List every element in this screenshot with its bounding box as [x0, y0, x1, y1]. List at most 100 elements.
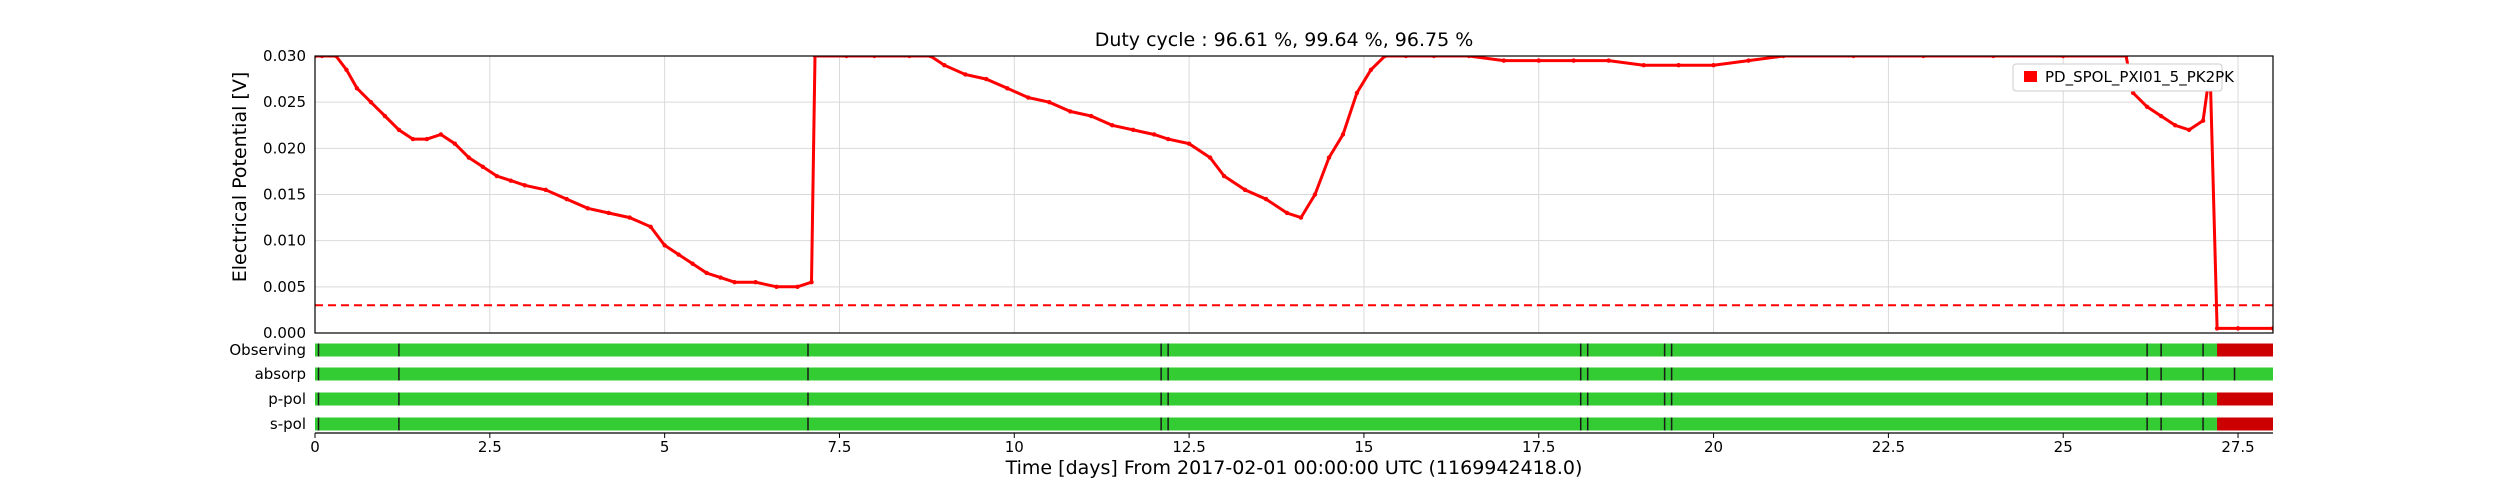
- data-point: [2144, 104, 2150, 109]
- state-off-segment: [2217, 343, 2273, 357]
- data-point: [452, 141, 458, 146]
- x-tick-label: 2.5: [478, 438, 502, 456]
- data-point: [704, 270, 709, 276]
- y-tick-label: 0.015: [263, 186, 306, 204]
- data-point: [1207, 155, 1213, 160]
- data-point: [344, 67, 349, 73]
- state-row-label: p-pol: [268, 390, 306, 408]
- data-point: [690, 261, 695, 266]
- y-axis-label: Electrical Potential [V]: [229, 72, 251, 282]
- data-point: [648, 224, 653, 230]
- data-point: [480, 164, 486, 169]
- data-point: [1284, 210, 1290, 216]
- data-point: [2158, 113, 2164, 119]
- data-point: [1368, 67, 1374, 73]
- state-on-bar: [315, 343, 2273, 357]
- data-point: [494, 173, 500, 179]
- data-point: [564, 196, 569, 202]
- data-point: [753, 280, 758, 285]
- y-tick-label: 0.010: [263, 232, 306, 250]
- data-point: [606, 210, 611, 216]
- data-point: [508, 178, 513, 183]
- data-point: [1130, 127, 1136, 133]
- data-point: [1263, 196, 1269, 202]
- data-point: [1068, 109, 1073, 114]
- data-point: [809, 280, 814, 285]
- y-tick-label: 0.025: [263, 93, 306, 111]
- data-point: [1676, 63, 1681, 68]
- y-tick-label: 0.000: [263, 324, 306, 342]
- data-point: [1354, 90, 1360, 96]
- data-point: [543, 187, 548, 193]
- data-point: [1047, 99, 1052, 105]
- state-off-segment: [2217, 392, 2273, 406]
- state-off-segment: [2217, 417, 2273, 431]
- data-point: [1746, 58, 1751, 63]
- data-point: [585, 206, 590, 211]
- state-row-label: s-pol: [270, 415, 306, 433]
- x-tick-label: 25: [2054, 438, 2073, 456]
- data-point: [424, 136, 430, 142]
- data-point: [1089, 113, 1094, 119]
- data-point: [382, 113, 388, 119]
- data-point: [1501, 58, 1506, 63]
- chart-title: Duty cycle : 96.61 %, 99.64 %, 96.75 %: [1095, 29, 1474, 51]
- data-point: [1536, 58, 1541, 63]
- data-point: [984, 76, 989, 82]
- x-tick-label: 12.5: [1172, 438, 1205, 456]
- x-tick-label: 27.5: [2221, 438, 2254, 456]
- data-point: [1571, 58, 1576, 63]
- x-tick-label: 0: [310, 438, 320, 456]
- data-point: [2214, 326, 2220, 331]
- state-row-label: absorp: [255, 365, 306, 383]
- data-point: [2172, 123, 2178, 128]
- data-point: [1326, 155, 1332, 160]
- data-point: [1026, 95, 1031, 100]
- data-point: [1312, 192, 1318, 197]
- data-point: [438, 132, 444, 137]
- data-point: [662, 243, 667, 248]
- state-row-label: Observing: [229, 341, 306, 359]
- data-point: [795, 284, 800, 290]
- data-point: [466, 155, 472, 160]
- data-point: [1221, 173, 1227, 179]
- data-point: [774, 284, 779, 290]
- data-point: [1340, 132, 1346, 137]
- data-point: [1151, 132, 1157, 137]
- y-tick-label: 0.005: [263, 278, 306, 296]
- data-point: [1005, 86, 1010, 91]
- data-point: [942, 63, 947, 68]
- data-point: [627, 215, 632, 220]
- legend-box: [2012, 63, 2223, 92]
- x-tick-label: 22.5: [1872, 438, 1905, 456]
- data-point: [1109, 123, 1115, 128]
- state-on-bar: [315, 392, 2273, 406]
- plot-frame: [314, 55, 2274, 334]
- data-point: [718, 275, 723, 280]
- data-point: [1186, 141, 1192, 146]
- legend-swatch: [2024, 71, 2037, 82]
- x-tick-label: 5: [660, 438, 670, 456]
- data-point: [522, 183, 527, 188]
- data-point: [1165, 136, 1171, 142]
- x-tick-label: 15: [1354, 438, 1373, 456]
- data-point: [368, 99, 374, 105]
- legend-label: PD_SPOL_PXI01_5_PK2PK: [2045, 68, 2235, 87]
- data-point: [396, 127, 402, 133]
- data-point: [410, 136, 416, 142]
- data-point: [1242, 187, 1248, 193]
- data-point: [2186, 127, 2192, 133]
- data-point: [1606, 58, 1611, 63]
- y-tick-label: 0.020: [263, 139, 306, 157]
- data-point: [354, 86, 360, 91]
- data-point: [2235, 326, 2241, 331]
- series-line: [315, 56, 2273, 330]
- x-tick-label: 7.5: [828, 438, 852, 456]
- y-tick-label: 0.030: [263, 47, 306, 65]
- data-point: [676, 252, 681, 257]
- x-tick-label: 10: [1005, 438, 1024, 456]
- x-tick-label: 20: [1704, 438, 1723, 456]
- data-point: [1711, 63, 1716, 68]
